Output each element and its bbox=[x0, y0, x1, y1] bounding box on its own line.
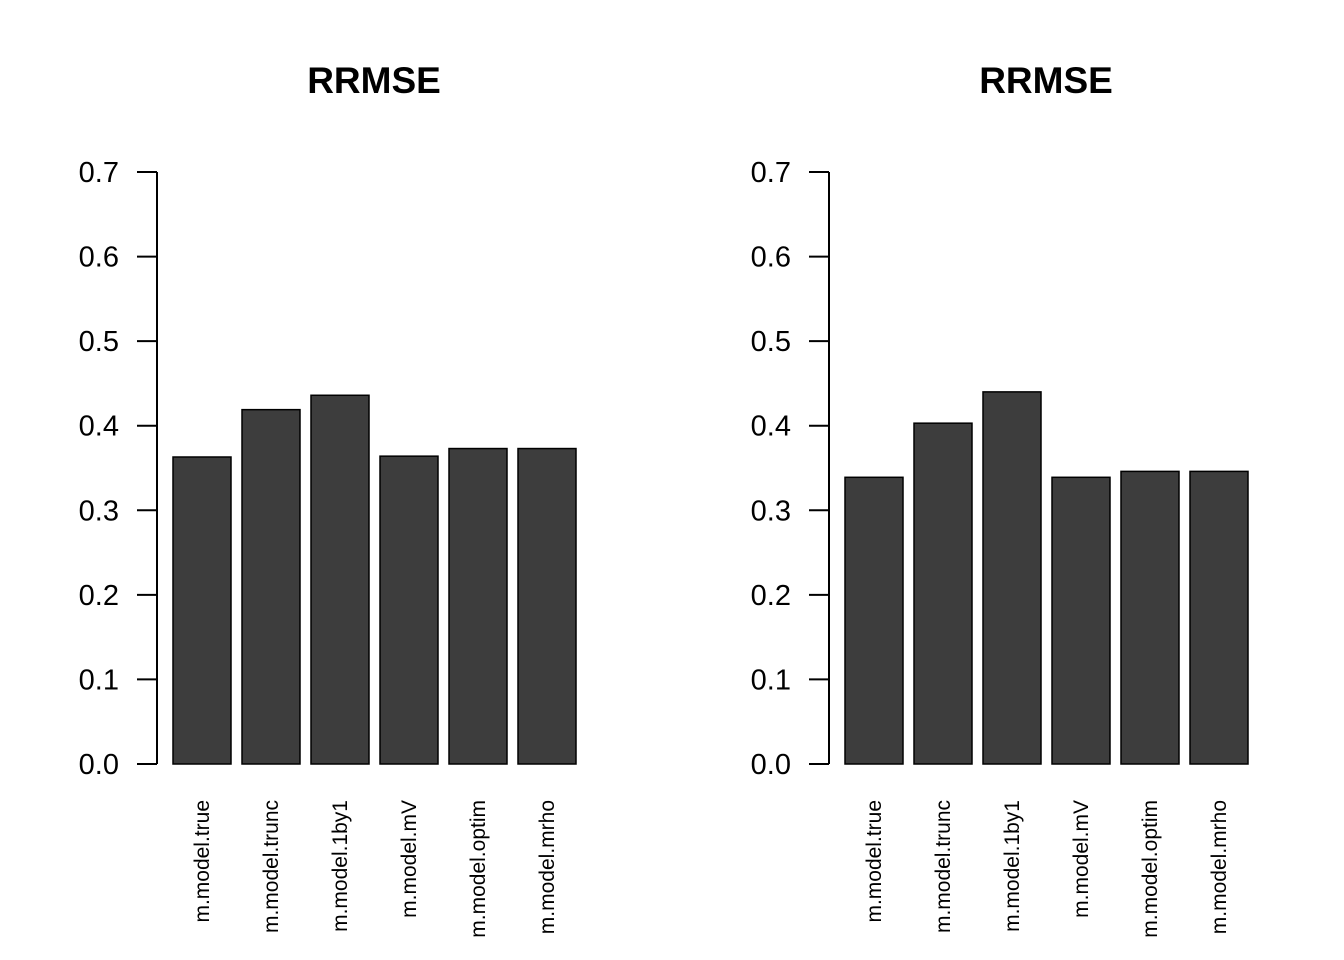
chart-panel-left: RRMSE 0.0 0.1 0.2 0.3 0.4 0.5 0.6 0.7 m.model.t… bbox=[79, 60, 577, 938]
x-labels-right: m.model.true m.model.trunc m.model.1by1 m.m… bbox=[863, 800, 1231, 938]
y-tick-label: 0.4 bbox=[751, 411, 791, 443]
y-tick-label: 0.3 bbox=[79, 495, 119, 527]
chart-title-left: RRMSE bbox=[307, 60, 441, 101]
x-category-label: m.model.true bbox=[863, 800, 886, 923]
y-tick-label: 0.2 bbox=[751, 580, 791, 612]
x-category-label: m.model.mrho bbox=[1208, 800, 1231, 934]
bar-m-model-true bbox=[172, 456, 232, 765]
y-tick-label: 0.6 bbox=[751, 242, 791, 274]
x-category-label: m.model.trunc bbox=[260, 800, 283, 933]
y-tick-label: 0.1 bbox=[751, 664, 791, 696]
bar-m-model-mV bbox=[1051, 476, 1111, 765]
bar-m-model-mV bbox=[379, 455, 439, 765]
y-tick-label: 0.7 bbox=[79, 157, 119, 189]
x-category-label: m.model.mrho bbox=[536, 800, 559, 934]
bar-m-model-1by1 bbox=[982, 391, 1042, 765]
bar-m-model-true bbox=[844, 476, 904, 765]
chart-title-right: RRMSE bbox=[979, 60, 1113, 101]
y-tick-label: 0.5 bbox=[751, 326, 791, 358]
y-tick-label: 0.5 bbox=[79, 326, 119, 358]
bar-m-model-trunc bbox=[913, 422, 973, 765]
y-tick-label: 0.6 bbox=[79, 242, 119, 274]
y-tick-label: 0.0 bbox=[79, 749, 119, 781]
y-axis-right: 0.0 0.1 0.2 0.3 0.4 0.5 0.6 0.7 bbox=[751, 157, 830, 781]
bar-m-model-trunc bbox=[241, 408, 301, 765]
bar-m-model-mrho bbox=[1189, 470, 1249, 765]
x-labels-left: m.model.true m.model.trunc m.model.1by1 m.m… bbox=[191, 800, 559, 938]
y-tick-label: 0.1 bbox=[79, 664, 119, 696]
x-category-label: m.model.1by1 bbox=[329, 800, 352, 932]
x-category-label: m.model.mV bbox=[398, 800, 421, 918]
y-tick-label: 0.7 bbox=[751, 157, 791, 189]
x-category-label: m.model.optim bbox=[467, 800, 490, 938]
y-tick-label: 0.0 bbox=[751, 749, 791, 781]
bar-m-model-mrho bbox=[517, 447, 577, 765]
bars-right bbox=[844, 391, 1249, 765]
y-axis-left: 0.0 0.1 0.2 0.3 0.4 0.5 0.6 0.7 bbox=[79, 157, 158, 781]
x-category-label: m.model.1by1 bbox=[1001, 800, 1024, 932]
x-category-label: m.model.true bbox=[191, 800, 214, 923]
y-tick-label: 0.3 bbox=[751, 495, 791, 527]
bar-m-model-optim bbox=[448, 447, 508, 765]
bar-m-model-optim bbox=[1120, 470, 1180, 765]
x-category-label: m.model.mV bbox=[1070, 800, 1093, 918]
x-category-label: m.model.trunc bbox=[932, 800, 955, 933]
chart-panel-right: RRMSE 0.0 0.1 0.2 0.3 0.4 0.5 0.6 0.7 m.model.t… bbox=[751, 60, 1249, 938]
x-category-label: m.model.optim bbox=[1139, 800, 1162, 938]
y-tick-label: 0.2 bbox=[79, 580, 119, 612]
bar-m-model-1by1 bbox=[310, 394, 370, 765]
y-tick-label: 0.4 bbox=[79, 411, 119, 443]
bars-left bbox=[172, 394, 577, 765]
